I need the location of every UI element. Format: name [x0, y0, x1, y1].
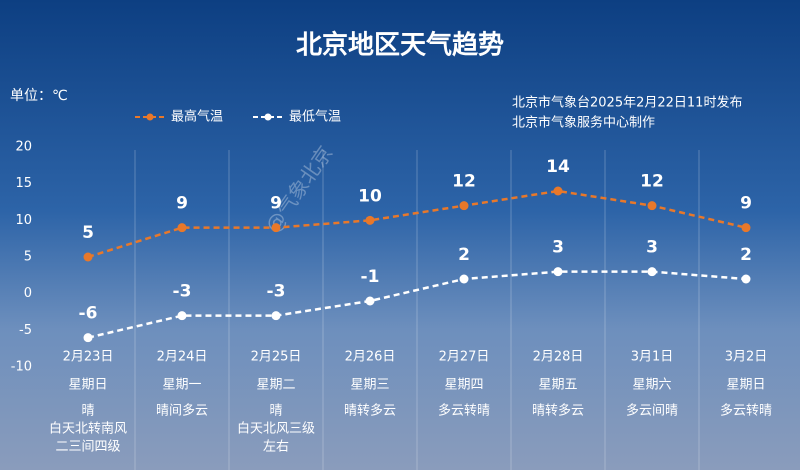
weather-label: 左右: [263, 440, 289, 455]
weather-label: 晴间多云: [156, 403, 208, 419]
weather-label: 多云转晴: [720, 403, 772, 419]
source-line: 北京市气象服务中心制作: [512, 115, 655, 131]
data-point: [459, 274, 469, 284]
weekday-label: 星期五: [538, 378, 577, 393]
value-label: 9: [740, 194, 752, 214]
value-label: 9: [270, 194, 282, 214]
data-point: [177, 311, 187, 321]
y-tick-label: -10: [11, 360, 32, 375]
data-point: [459, 201, 469, 211]
weather-label: 晴转多云: [532, 403, 584, 419]
data-point: [741, 223, 751, 233]
weather-label: 晴转多云: [344, 403, 396, 419]
y-tick-label: 10: [15, 213, 32, 228]
weekday-label: 星期三: [350, 378, 389, 393]
data-point: [553, 186, 563, 196]
date-label: 3月2日: [725, 350, 768, 365]
weekday-label: 星期日: [68, 378, 107, 393]
data-point: [553, 267, 563, 277]
y-tick-label: -5: [19, 323, 32, 338]
unit-label: 单位：℃: [10, 88, 68, 104]
data-point: [83, 252, 93, 262]
data-point: [177, 223, 187, 233]
weather-label: 白天北风三级: [237, 421, 315, 437]
series-line: [87, 270, 747, 339]
data-point: [271, 223, 281, 233]
data-point: [83, 333, 93, 343]
weekday-label: 星期日: [726, 378, 765, 393]
weather-label: 晴: [81, 404, 94, 419]
weekday-label: 星期六: [632, 378, 671, 393]
date-label: 2月26日: [345, 350, 396, 365]
date-label: 2月27日: [439, 350, 490, 365]
date-label: 3月1日: [631, 350, 674, 365]
series-line: [87, 189, 747, 259]
value-label: 3: [552, 238, 564, 258]
y-tick-label: 15: [15, 176, 32, 191]
value-label: 12: [640, 172, 664, 192]
date-label: 2月25日: [251, 350, 302, 365]
data-point: [271, 311, 281, 321]
data-point: [741, 274, 751, 284]
y-tick-label: 5: [24, 250, 32, 265]
date-label: 2月28日: [533, 350, 584, 365]
value-label: 10: [358, 186, 382, 206]
legend-dot: [146, 113, 154, 121]
data-point: [647, 267, 657, 277]
data-point: [365, 215, 375, 225]
legend-label: 最高气温: [171, 109, 223, 125]
legend-label: 最低气温: [289, 109, 341, 125]
value-label: 2: [458, 245, 470, 265]
value-label: 5: [82, 223, 94, 243]
weather-label: 二三间四级: [55, 440, 120, 455]
value-label: 2: [740, 245, 752, 265]
value-label: -6: [79, 304, 98, 324]
value-label: 9: [176, 194, 188, 214]
value-label: 12: [452, 172, 476, 192]
value-label: 14: [546, 157, 570, 177]
legend-dot: [264, 113, 272, 121]
data-point: [647, 201, 657, 211]
weekday-label: 星期四: [444, 378, 483, 393]
weather-label: 多云间晴: [626, 403, 678, 419]
date-label: 2月24日: [157, 350, 208, 365]
value-label: -3: [173, 282, 192, 302]
y-tick-label: 20: [15, 140, 32, 155]
data-point: [365, 296, 375, 306]
weather-label: 多云转晴: [438, 403, 490, 419]
date-label: 2月23日: [63, 350, 114, 365]
weekday-label: 星期一: [162, 378, 201, 393]
title: 北京地区天气趋势: [296, 30, 504, 61]
value-label: -3: [267, 282, 286, 302]
value-label: 3: [646, 238, 658, 258]
weather-label: 白天北转南风: [49, 421, 127, 437]
value-label: -1: [361, 267, 380, 287]
weather-label: 晴: [269, 404, 282, 419]
source-line: 北京市气象台2025年2月22日11时发布: [512, 95, 742, 111]
y-tick-label: 0: [24, 286, 32, 301]
weekday-label: 星期二: [256, 378, 295, 393]
